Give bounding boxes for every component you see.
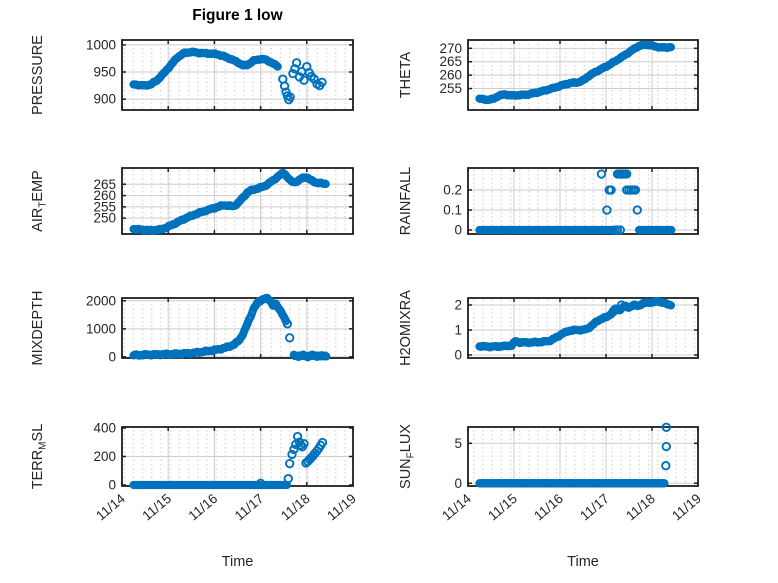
data-markers (475, 40, 676, 105)
data-markers (129, 168, 330, 235)
x-tick-label: 11/16 (531, 491, 566, 524)
axes-box (121, 297, 354, 359)
x-tick-label: 11/17 (232, 491, 267, 524)
tick-marks (121, 40, 354, 110)
y-tick-label: 1 (454, 323, 462, 338)
y-axis-label: RAINFALL (398, 167, 414, 236)
data-markers (475, 169, 676, 235)
data-markers (475, 422, 671, 488)
axes-box (467, 297, 699, 359)
x-tick-label: 11/17 (577, 491, 612, 524)
axes-box (121, 39, 354, 111)
subplot-pressure: 900 950 1000 PRESSURE (30, 35, 354, 115)
axes-box (121, 167, 354, 235)
y-tick-label: 260 (439, 68, 462, 83)
x-tick-label: 11/18 (623, 491, 658, 524)
tick-marks (121, 298, 354, 358)
y-tick-label: 900 (93, 92, 116, 107)
data-markers (129, 47, 327, 105)
x-tick-label: 11/14 (93, 490, 128, 523)
data-markers (129, 431, 328, 490)
figure-title: Figure 1 low (192, 7, 283, 24)
y-tick-label: 950 (93, 65, 116, 80)
y-tick-label: 270 (439, 41, 462, 56)
minor-grid (468, 168, 698, 234)
y-tick-label: 0 (454, 223, 462, 238)
y-axis-label: H2OMIXRA (398, 290, 414, 366)
x-tick-label: 11/16 (186, 491, 221, 524)
tick-marks (467, 40, 699, 110)
data-markers (475, 296, 676, 352)
x-tick-label: 11/15 (139, 491, 174, 524)
y-tick-label: 200 (93, 449, 116, 464)
subplot-terr_msl: 0 200 400 TERRMSL 11/14 11/15 11/16 11/17 11/18 1… (30, 420, 359, 570)
x-axis-title: Time (567, 554, 599, 570)
x-tick-label: 11/19 (324, 491, 359, 524)
minor-grid (468, 427, 698, 486)
y-tick-label: 400 (93, 420, 116, 435)
x-tick-label: 11/14 (439, 490, 474, 523)
y-axis-label: MIXDEPTH (30, 291, 46, 366)
y-tick-label: 255 (93, 199, 116, 214)
y-tick-label: 0.2 (443, 183, 462, 198)
x-axis-title: Time (222, 554, 254, 570)
x-tick-label: 11/15 (485, 491, 520, 524)
y-axis-label: AIRTEMP (30, 170, 49, 232)
tick-marks (467, 298, 699, 358)
x-tick-label: 11/18 (278, 491, 313, 524)
data-markers (129, 293, 331, 362)
tick-marks (121, 168, 354, 234)
y-tick-label: 5 (454, 436, 462, 451)
y-tick-label: 2 (454, 298, 462, 313)
y-tick-label: 1000 (86, 37, 116, 52)
subplot-rainfall: 0 0.1 0.2 RAINFALL (398, 167, 699, 238)
y-tick-label: 0 (108, 349, 116, 364)
x-tick-label: 11/19 (669, 491, 704, 524)
subplot-mixdepth: 0 1000 2000 MIXDEPTH (30, 291, 354, 366)
y-tick-label: 0 (108, 478, 116, 493)
y-tick-label: 250 (93, 211, 116, 226)
y-tick-label: 265 (93, 177, 116, 192)
y-tick-label: 255 (439, 81, 462, 96)
y-axis-label: THETA (398, 51, 414, 98)
y-tick-label: 2000 (86, 293, 116, 308)
y-tick-label: 0 (454, 476, 462, 491)
subplot-h2omixra: 0 1 2 H2OMIXRA (398, 290, 699, 366)
y-tick-label: 0.1 (443, 203, 462, 218)
y-axis-label: SUNFLUX (398, 424, 417, 489)
minor-grid (122, 298, 353, 358)
y-axis-label: TERRMSL (30, 424, 49, 490)
y-tick-label: 260 (93, 188, 116, 203)
y-tick-label: 265 (439, 54, 462, 69)
subplot-sun_flux: 0 5 SUNFLUX 11/14 11/15 11/16 11/17 11/18 11/19 T… (398, 422, 704, 570)
y-tick-label: 1000 (86, 321, 116, 336)
y-axis-label: PRESSURE (30, 35, 46, 115)
y-tick-label: 0 (454, 348, 462, 363)
